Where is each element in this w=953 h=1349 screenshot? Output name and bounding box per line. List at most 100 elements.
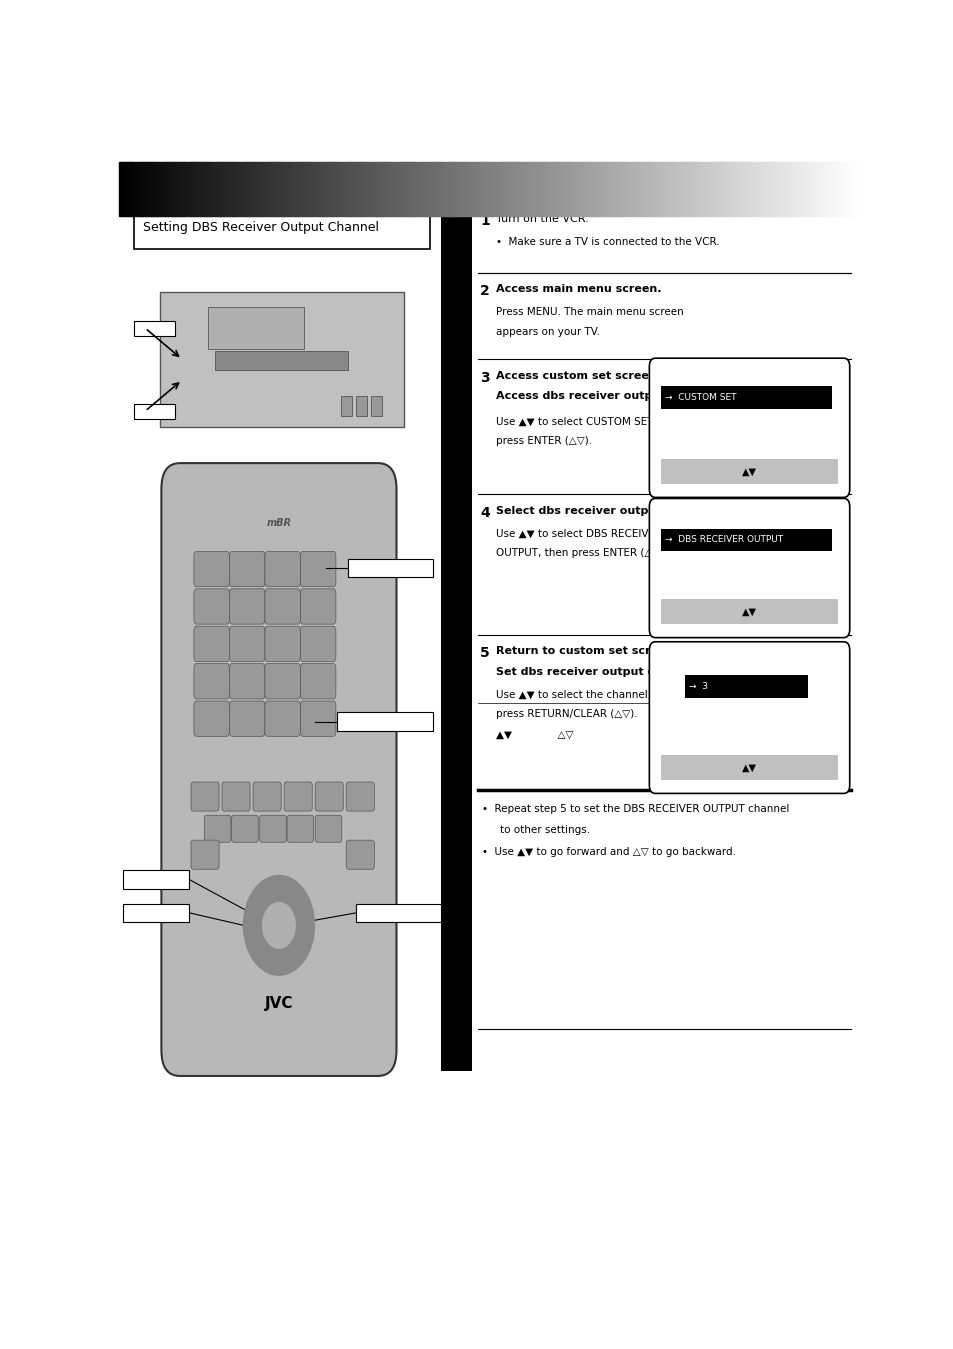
Bar [731,162,735,216]
Bar [492,162,495,216]
Bar [760,162,763,216]
Bar [232,162,235,216]
Text: Access dbs receiver output screen.: Access dbs receiver output screen. [496,391,715,402]
Bar [607,162,610,216]
Bar [569,162,573,216]
Bar [123,904,190,923]
Bar [278,162,281,216]
Bar [843,162,847,216]
Text: Set dbs receiver output channel.: Set dbs receiver output channel. [496,666,700,677]
Bar [838,162,841,216]
FancyBboxPatch shape [229,701,265,737]
Text: Use ▲▼ to select DBS RECEIVER: Use ▲▼ to select DBS RECEIVER [496,529,661,538]
Bar [313,162,316,216]
Bar [353,162,356,216]
Bar [745,162,749,216]
Bar [338,162,342,216]
FancyBboxPatch shape [193,552,229,587]
Bar [436,162,440,216]
Bar [809,162,812,216]
Bar [272,162,275,216]
Bar [385,162,388,216]
FancyBboxPatch shape [191,840,219,869]
FancyBboxPatch shape [133,205,429,250]
Bar [373,162,376,216]
Bar [142,162,146,216]
Bar [408,162,412,216]
FancyBboxPatch shape [346,840,374,869]
Bar [693,162,697,216]
Bar [560,162,564,216]
Bar [656,162,659,216]
Bar [780,162,783,216]
Text: press ENTER (△▽).: press ENTER (△▽). [496,436,592,447]
Bar [168,162,172,216]
Bar [543,162,547,216]
Bar [829,162,833,216]
Bar [523,162,527,216]
Bar [580,162,584,216]
Text: ▲▼              △▽: ▲▼ △▽ [496,731,573,741]
Bar [506,162,509,216]
Bar [422,162,426,216]
Bar [596,162,598,216]
Bar [601,162,604,216]
Bar [660,755,837,780]
Bar [512,162,516,216]
FancyBboxPatch shape [222,782,250,811]
Bar [664,162,668,216]
Bar [301,162,305,216]
Bar [526,162,530,216]
Bar [215,351,348,370]
Bar [748,162,752,216]
Bar [737,162,740,216]
Bar [722,162,726,216]
Bar [583,162,587,216]
Bar [396,162,399,216]
Bar [451,162,455,216]
Bar [192,162,194,216]
FancyBboxPatch shape [284,782,312,811]
Bar [439,162,443,216]
Bar [206,162,210,216]
Text: press RETURN/CLEAR (△▽).: press RETURN/CLEAR (△▽). [496,710,638,719]
Bar [708,162,711,216]
Bar [757,162,760,216]
Bar [785,162,789,216]
Bar [474,162,477,216]
Bar [125,162,129,216]
Bar [226,162,230,216]
Bar [471,162,475,216]
Bar [367,162,371,216]
Bar [445,162,449,216]
Bar [348,558,433,577]
Bar [254,162,258,216]
Text: 2: 2 [479,285,489,298]
Bar [503,162,506,216]
Bar [650,162,654,216]
Bar [598,162,601,216]
Bar [821,162,823,216]
Bar [337,712,433,731]
Bar [123,870,190,889]
Bar [641,162,645,216]
Bar [260,162,264,216]
FancyBboxPatch shape [265,588,300,625]
FancyBboxPatch shape [161,463,396,1077]
FancyBboxPatch shape [265,701,300,737]
Bar [768,162,772,216]
Bar [771,162,775,216]
Bar [344,162,348,216]
Text: 4: 4 [479,506,489,519]
Bar [153,162,157,216]
Bar [800,162,803,216]
Bar [660,529,831,552]
FancyBboxPatch shape [229,588,265,625]
Bar [375,162,379,216]
Bar [194,162,198,216]
Bar [229,162,233,216]
Bar [782,162,786,216]
Bar [431,162,435,216]
Bar [133,321,174,336]
Bar [434,162,437,216]
